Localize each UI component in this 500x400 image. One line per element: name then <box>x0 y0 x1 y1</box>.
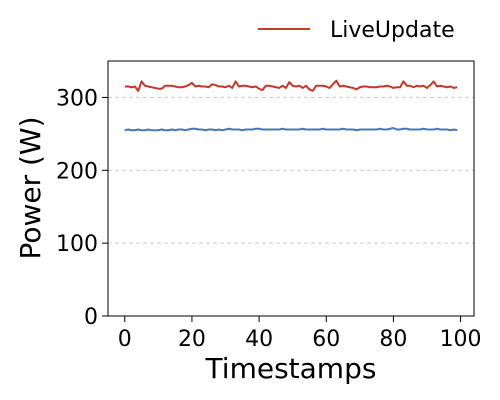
x-axis-ticks: 0 20 40 60 80 100 <box>118 316 482 352</box>
series-lines <box>124 79 458 132</box>
x-axis-title: Timestamps <box>205 352 377 385</box>
y-tick-label: 0 <box>84 305 98 330</box>
y-tick-label: 200 <box>56 159 98 184</box>
x-tick-label: 20 <box>178 327 206 352</box>
x-tick-label: 80 <box>379 327 407 352</box>
y-tick-label: 100 <box>56 232 98 257</box>
y-axis-title: Power (W) <box>14 116 47 259</box>
grid-lines <box>108 96 474 244</box>
legend-label-liveupdate: LiveUpdate <box>330 18 455 43</box>
x-tick-label: 0 <box>118 327 132 352</box>
x-tick-label: 100 <box>440 327 482 352</box>
series-line-liveupdate <box>124 79 458 92</box>
x-tick-label: 40 <box>245 327 273 352</box>
plot-frame <box>107 60 475 317</box>
legend: LiveUpdate <box>258 18 455 43</box>
x-tick-label: 60 <box>312 327 340 352</box>
series-line-series-2 <box>124 127 458 132</box>
y-tick-label: 300 <box>56 86 98 111</box>
y-axis-ticks: 0 100 200 300 <box>56 86 108 330</box>
